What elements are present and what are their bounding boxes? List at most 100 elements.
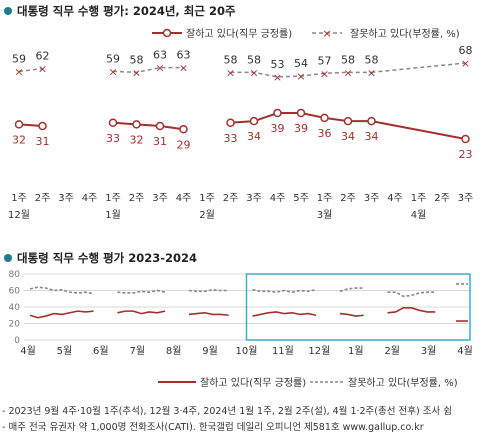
x-month-label: 3월 [421, 345, 437, 357]
x-tick-label: 4주 [270, 193, 286, 204]
positive-point [38, 121, 47, 131]
negative-point: × [296, 70, 305, 83]
negative-point: × [461, 57, 470, 70]
positive-point [14, 120, 24, 129]
positive-series-line [339, 312, 364, 317]
x-tick-label: 2주 [129, 193, 145, 204]
negative-data-label: 63 [153, 49, 167, 62]
x-tick-label: 2주 [434, 193, 450, 204]
negative-point: × [14, 65, 23, 78]
negative-point: × [273, 71, 282, 84]
positive-data-label: 31 [153, 135, 167, 148]
x-tick-label: 3주 [458, 193, 474, 204]
positive-data-label: 39 [294, 122, 308, 135]
x-month-label: 8월 [166, 345, 182, 357]
x-month-label: 4월 [20, 345, 36, 357]
negative-line-segment [112, 66, 184, 74]
negative-series-line [387, 291, 436, 298]
recent-20-weeks-highlight [245, 273, 471, 341]
title-bullet-icon [4, 254, 12, 262]
positive-series-line [188, 311, 229, 317]
chart2-title: 대통령 직무 수행 평가 2023-2024 [4, 250, 197, 266]
negative-data-label: 63 [177, 49, 191, 62]
negative-point: × [108, 65, 117, 78]
month-label: 3월 [317, 209, 333, 221]
negative-data-label: 54 [294, 57, 308, 70]
x-month-label: 11월 [272, 345, 294, 357]
y-tick-label: 80 [9, 270, 21, 280]
positive-point [296, 108, 306, 118]
x-month-label: 7월 [129, 345, 145, 357]
title-bullet-icon [4, 7, 12, 15]
positive-point [249, 116, 259, 126]
negative-line-segment [230, 71, 372, 78]
positive-data-label: 34 [365, 130, 379, 143]
positive-data-label: 29 [177, 138, 191, 151]
positive-series-line [252, 311, 317, 317]
positive-point [155, 121, 165, 131]
negative-series-line [29, 286, 94, 295]
negative-data-label: 58 [341, 53, 355, 66]
month-label: 12월 [8, 209, 30, 221]
negative-data-label: 59 [12, 52, 26, 65]
x-tick-label: 5주 [293, 193, 309, 204]
x-tick-label: 3주 [364, 193, 380, 204]
negative-line-segment [18, 67, 43, 73]
positive-point [461, 134, 470, 144]
negative-data-label: 58 [247, 53, 261, 66]
negative-data-label: 53 [271, 58, 285, 71]
x-tick-label: 3주 [246, 193, 262, 204]
negative-point: × [179, 62, 188, 75]
month-label: 2월 [199, 209, 215, 221]
negative-data-label: 62 [36, 50, 50, 63]
positive-data-label: 32 [130, 133, 144, 146]
x-tick-label: 2주 [35, 193, 51, 204]
x-tick-label: 1주 [411, 193, 427, 204]
legend-positive-label: 잘하고 있다(직무 긍정률) [200, 376, 306, 389]
positive-data-label: 34 [247, 130, 261, 143]
x-month-label: 4월 [457, 345, 473, 357]
y-tick-label: 0 [14, 336, 20, 346]
weekly-approval-chart: 잘하고 있다(직무 긍정률) × 잘못하고 있다(부정률, %)×59×62×59×… [8, 27, 474, 221]
negative-point: × [343, 66, 352, 79]
footnote-survey-gaps: - 2023년 9월 4주·10월 1주(추석), 12월 3·4주, 2024… [2, 406, 452, 417]
legend-negative-label: 잘못하고 있다(부정률, %) [350, 27, 460, 40]
month-label: 4월 [411, 209, 427, 221]
x-tick-label: 4주 [82, 193, 98, 204]
x-tick-label: 1주 [199, 193, 215, 204]
y-tick-label: 40 [9, 303, 21, 313]
footnote-methodology: - 매주 전국 유권자 약 1,000명 전화조사(CATI). 한국갤럽 데일… [2, 422, 424, 433]
chart1-title: 대통령 직무 수행 평가: 2024년, 최근 20주 [4, 3, 236, 19]
positive-point [132, 120, 141, 129]
positive-point [367, 116, 376, 126]
negative-point: × [249, 66, 258, 79]
negative-data-label: 58 [130, 53, 144, 66]
positive-series-line [387, 307, 436, 314]
x-tick-label: 4주 [387, 193, 403, 204]
y-tick-label: 20 [9, 320, 21, 330]
positive-series-line [29, 310, 94, 319]
negative-series-line [188, 288, 229, 293]
negative-data-label: 58 [365, 53, 379, 66]
positive-point [108, 118, 118, 127]
chart1-title-text: 대통령 직무 수행 평가: 2024년, 최근 20주 [17, 4, 236, 18]
negative-point: × [38, 63, 47, 76]
x-month-label: 5월 [57, 345, 73, 357]
positive-data-label: 23 [459, 148, 473, 161]
negative-series-line [339, 287, 364, 293]
positive-point [226, 118, 235, 127]
x-month-label: 2월 [384, 345, 400, 357]
positive-series-line [117, 310, 166, 315]
negative-point: × [155, 62, 164, 75]
negative-series-line [117, 289, 166, 294]
month-label: 1월 [105, 209, 121, 221]
x-tick-label: 1주 [317, 193, 333, 204]
positive-data-label: 31 [36, 135, 50, 148]
positive-data-label: 33 [106, 132, 120, 145]
positive-data-label: 39 [271, 122, 285, 135]
x-tick-label: 3주 [152, 193, 168, 204]
x-tick-label: 3주 [58, 193, 74, 204]
long-term-approval-chart: 0 20 40 60 80 4월 5월 6월 7월 8월 9월 10월 11월 12월 1월 2월 3월 4월잘하… [9, 270, 473, 389]
legend-positive-label: 잘하고 있다(직무 긍정률) [186, 27, 292, 40]
positive-data-label: 34 [341, 130, 355, 143]
